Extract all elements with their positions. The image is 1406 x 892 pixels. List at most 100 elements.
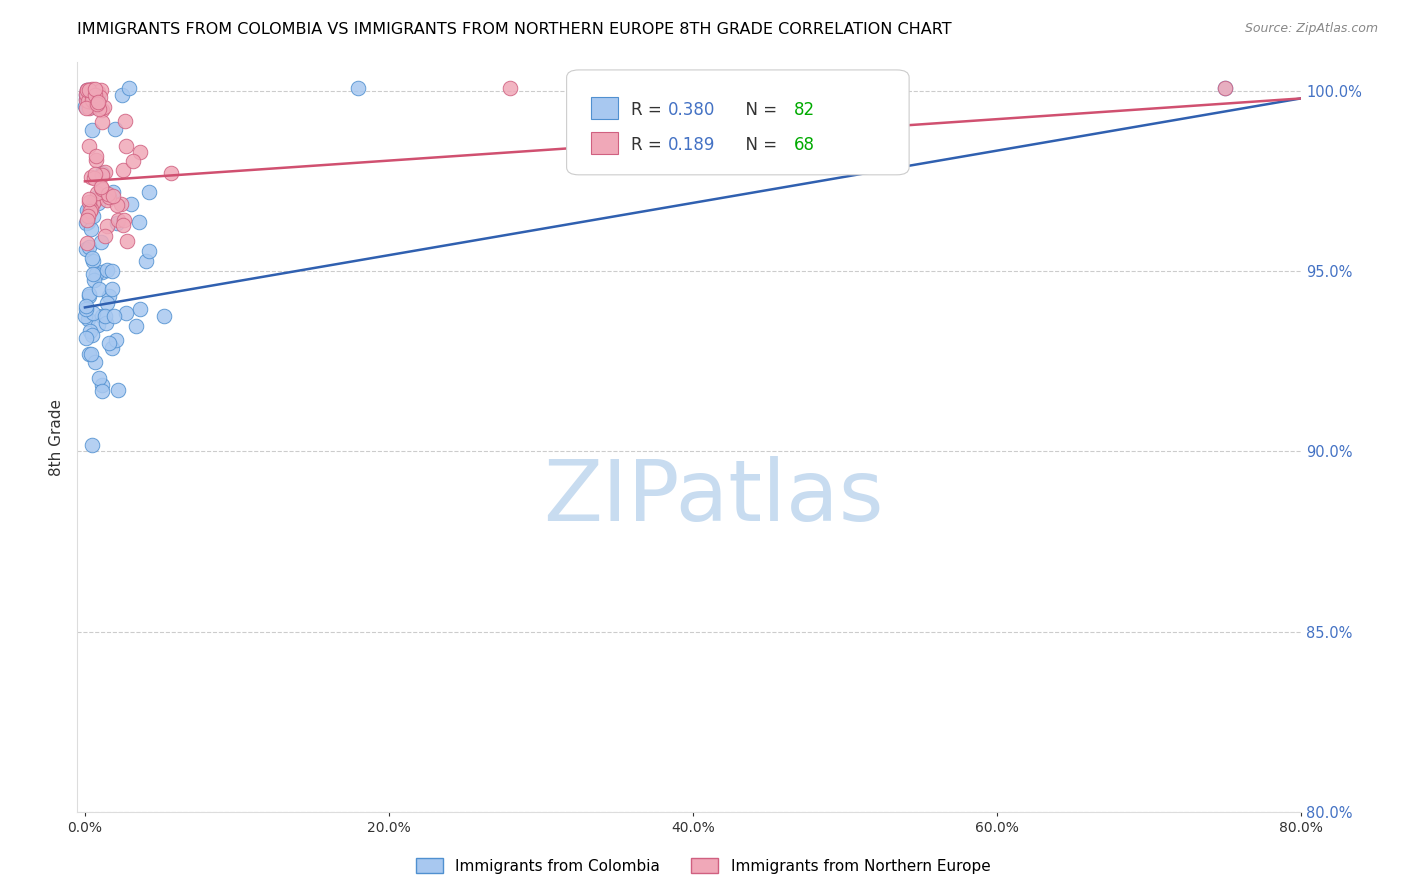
Point — [76, 83, 98, 97]
Point — [82, 209, 104, 223]
Point — [77, 83, 100, 97]
Point — [82, 196, 104, 211]
Point — [89, 89, 111, 103]
Point — [107, 384, 129, 398]
Point — [82, 95, 104, 110]
Point — [97, 186, 120, 201]
Point — [84, 149, 107, 163]
Point — [1213, 80, 1236, 95]
Point — [93, 310, 115, 324]
Text: N =: N = — [735, 136, 783, 153]
Point — [128, 301, 150, 316]
Point — [97, 335, 120, 350]
Point — [87, 95, 110, 109]
Text: R =: R = — [631, 101, 668, 119]
Point — [104, 333, 127, 347]
Point — [86, 97, 108, 112]
Point — [77, 346, 100, 360]
Point — [83, 81, 105, 95]
Point — [90, 235, 112, 250]
Text: N =: N = — [735, 101, 783, 119]
Point — [76, 90, 98, 104]
Point — [79, 203, 101, 218]
FancyBboxPatch shape — [591, 132, 619, 153]
Point — [101, 189, 124, 203]
Point — [84, 355, 107, 369]
Point — [115, 234, 138, 248]
Point — [75, 310, 97, 324]
Point — [83, 95, 105, 109]
Point — [80, 99, 103, 113]
Point — [77, 94, 100, 108]
Point — [77, 240, 100, 254]
Point — [104, 122, 127, 136]
Point — [83, 88, 105, 103]
Point — [82, 81, 104, 95]
Point — [75, 302, 97, 317]
Point — [79, 90, 101, 104]
Point — [76, 99, 98, 113]
Point — [87, 196, 110, 211]
Point — [499, 80, 522, 95]
Point — [96, 219, 118, 233]
Point — [80, 202, 103, 216]
Point — [94, 316, 117, 330]
Point — [89, 282, 111, 296]
Point — [114, 113, 136, 128]
Point — [77, 287, 100, 301]
Point — [110, 196, 132, 211]
Point — [77, 312, 100, 326]
Point — [90, 384, 112, 399]
FancyBboxPatch shape — [591, 97, 619, 119]
Point — [82, 90, 104, 104]
Point — [77, 101, 100, 115]
Point — [107, 213, 129, 227]
Point — [77, 209, 100, 223]
Point — [75, 92, 97, 106]
Point — [87, 86, 110, 100]
Point — [135, 254, 157, 268]
Text: IMMIGRANTS FROM COLOMBIA VS IMMIGRANTS FROM NORTHERN EUROPE 8TH GRADE CORRELATIO: IMMIGRANTS FROM COLOMBIA VS IMMIGRANTS F… — [77, 22, 952, 37]
Point — [101, 341, 124, 355]
Point — [75, 331, 97, 345]
Point — [86, 186, 108, 201]
Point — [91, 377, 114, 392]
Point — [80, 122, 103, 136]
Point — [86, 190, 108, 204]
Point — [77, 192, 100, 206]
Point — [91, 168, 114, 182]
Point — [75, 87, 97, 102]
Point — [101, 186, 124, 200]
Point — [111, 219, 134, 233]
Legend: Immigrants from Colombia, Immigrants from Northern Europe: Immigrants from Colombia, Immigrants fro… — [409, 852, 997, 880]
Point — [76, 83, 98, 97]
Point — [91, 103, 114, 118]
Text: R =: R = — [631, 136, 668, 153]
Point — [128, 145, 150, 160]
Point — [75, 216, 97, 230]
Point — [101, 282, 124, 296]
Text: 0.189: 0.189 — [668, 136, 716, 153]
Point — [75, 87, 97, 102]
Point — [90, 309, 112, 323]
Point — [82, 93, 104, 107]
Point — [90, 83, 112, 97]
Point — [87, 88, 110, 103]
Point — [83, 167, 105, 181]
Text: 0.380: 0.380 — [668, 101, 716, 119]
Point — [82, 251, 104, 265]
Point — [91, 265, 114, 279]
Point — [76, 202, 98, 217]
Point — [80, 92, 103, 106]
Point — [98, 190, 121, 204]
Point — [101, 264, 124, 278]
Point — [77, 87, 100, 101]
Text: 68: 68 — [794, 136, 815, 153]
Point — [90, 115, 112, 129]
Point — [82, 268, 104, 282]
Point — [138, 185, 160, 199]
Point — [75, 93, 97, 107]
Point — [76, 212, 98, 227]
Point — [79, 139, 101, 153]
Point — [90, 180, 112, 194]
